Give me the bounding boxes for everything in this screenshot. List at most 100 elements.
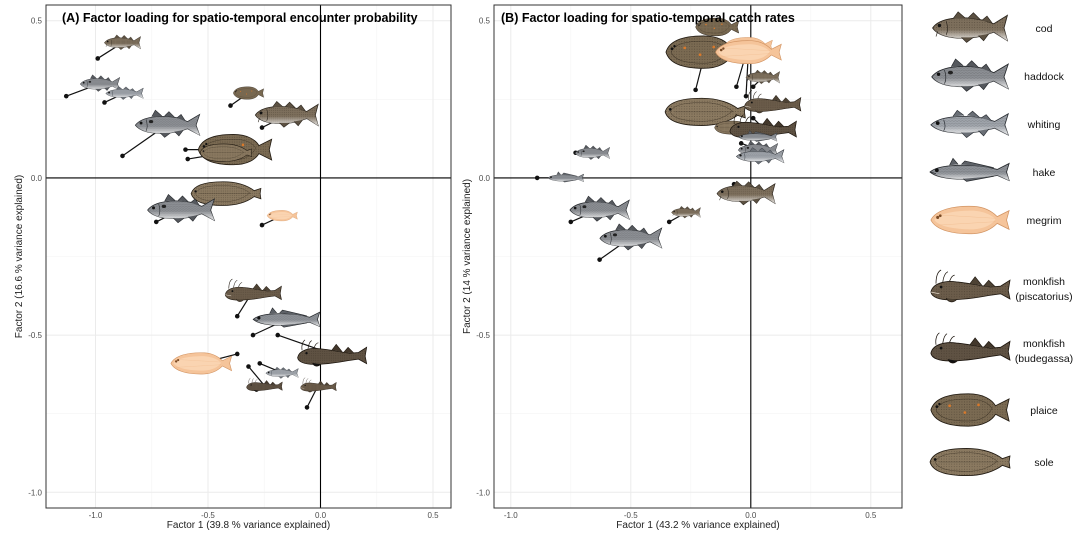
cod-marker [254, 101, 319, 128]
loading-point-monkfish_budegassa [275, 332, 281, 338]
x-tick-label: 0.0 [745, 511, 757, 520]
y-tick-label: -1.0 [476, 488, 490, 497]
legend-label: plaice [1030, 405, 1058, 417]
plaice-marker [233, 86, 264, 100]
panel-a-encounter-probability: (A) Factor loading for spatio-temporal e… [14, 4, 452, 531]
hake-marker [547, 171, 584, 183]
x-tick-label: 0.5 [427, 511, 439, 520]
plaice-icon [930, 393, 1010, 427]
monkfish_piscatorius-marker [224, 278, 282, 302]
megrim-icon [930, 205, 1010, 235]
legend-item-haddock: haddock [931, 58, 1065, 92]
loading-point-haddock [120, 153, 125, 159]
loading-point-whiting [257, 361, 263, 366]
sole-icon [929, 447, 1011, 477]
haddock-icon [931, 58, 1009, 92]
legend-label: monkfish [1023, 276, 1065, 288]
legend-item-monkfish_budegassa: monkfish (budegassa) [930, 332, 1073, 365]
panel-a-gridlines [46, 5, 451, 508]
cod-marker [716, 180, 776, 206]
x-tick-label: -0.5 [201, 511, 215, 520]
loading-point-megrim [259, 222, 265, 228]
haddock-marker [569, 195, 630, 222]
loading-point-cod [666, 219, 672, 225]
loading-points [63, 56, 310, 410]
panel-a-y-ticks: 0.5 0.0 -0.5 -1.0 [28, 17, 42, 498]
haddock-marker [134, 109, 201, 138]
loading-point-haddock [63, 93, 69, 99]
loading-point-hake [250, 332, 256, 338]
y-tick-label: 0.5 [31, 17, 43, 26]
panel-b-catch-rates: (B) Factor loading for spatio-temporal c… [462, 4, 903, 531]
legend-sublabel: (budegassa) [1015, 353, 1073, 365]
loading-point-monkfish_budegassa [750, 115, 756, 121]
loading-point-haddock [738, 141, 744, 146]
y-tick-label: 0.0 [31, 174, 43, 183]
panel-b-gridlines [494, 5, 902, 508]
panel-b-title: (B) Factor loading for spatio-temporal c… [501, 11, 795, 25]
legend-label: haddock [1024, 71, 1064, 83]
monkfish_piscatorius-marker [744, 90, 802, 114]
species-markers [547, 17, 802, 251]
loading-point-hake [534, 175, 540, 181]
monkfish_piscatorius-icon [930, 269, 1011, 303]
loading-point-monkfish_piscatorius [234, 313, 240, 319]
x-tick-label: 0.5 [865, 511, 877, 520]
species-markers [79, 34, 368, 393]
x-tick-label: -1.0 [89, 511, 103, 520]
haddock-marker [574, 144, 610, 160]
x-tick-label: -1.0 [504, 511, 518, 520]
loading-point-haddock [153, 219, 159, 225]
legend-label: megrim [1026, 215, 1061, 227]
panel-b-x-ticks: -1.0 -0.5 0.0 0.5 [504, 511, 877, 520]
legend-label: sole [1034, 457, 1053, 469]
panel-b-y-axis-title: Factor 2 (14 % variance explained) [462, 179, 473, 334]
panel-a-x-ticks: -1.0 -0.5 0.0 0.5 [89, 511, 440, 520]
legend-item-plaice: plaice [930, 393, 1058, 427]
legend-label: cod [1036, 23, 1053, 35]
loading-point-sole [185, 156, 191, 162]
monkfish_budegassa-marker [297, 339, 368, 367]
haddock-marker [599, 223, 663, 251]
panel-a-markers [63, 34, 368, 410]
legend-label: hake [1033, 167, 1056, 179]
x-tick-label: -0.5 [624, 511, 638, 520]
hake-marker [252, 307, 321, 328]
cod-icon [932, 11, 1008, 43]
legend-item-hake: hake [929, 157, 1056, 182]
panel-a-border [45, 4, 452, 509]
panel-a-y-axis-title: Factor 2 (16.6 % variance explained) [14, 175, 25, 338]
sole-marker [190, 181, 262, 206]
megrim-marker [170, 352, 232, 375]
cod-marker [671, 206, 701, 219]
monkfish_piscatorius-marker [300, 377, 337, 393]
legend-item-whiting: whiting [930, 109, 1061, 139]
legend-sublabel: (piscatorius) [1015, 291, 1072, 303]
panel-b-y-ticks: 0.5 0.0 -0.5 -1.0 [476, 17, 490, 498]
megrim-marker [266, 210, 298, 222]
whiting-icon [930, 109, 1009, 139]
whiting-marker [265, 366, 299, 379]
loading-point-haddock [568, 219, 574, 225]
panel-b-border [493, 4, 903, 509]
panel-a-title: (A) Factor loading for spatio-temporal e… [62, 11, 418, 25]
cod-marker [104, 34, 141, 50]
legend-item-megrim: megrim [930, 205, 1062, 235]
y-tick-label: -0.5 [28, 331, 42, 340]
loading-point-cod [259, 125, 265, 130]
y-tick-label: -0.5 [476, 331, 490, 340]
loading-point-cod [95, 56, 101, 61]
panel-a-x-axis-title: Factor 1 (39.8 % variance explained) [167, 520, 330, 531]
leader-line [248, 366, 265, 386]
legend-item-sole: sole [929, 447, 1054, 477]
loading-point-monkfish_budegassa [246, 364, 251, 369]
loading-point-whiting [102, 100, 107, 105]
monkfish_budegassa-icon [930, 332, 1011, 364]
y-tick-label: -1.0 [28, 488, 42, 497]
loading-point-cod [750, 84, 756, 90]
panel-b-x-axis-title: Factor 1 (43.2 % variance explained) [616, 520, 779, 531]
loading-point-haddock [597, 257, 602, 262]
hake-icon [929, 157, 1010, 182]
legend-label: whiting [1027, 119, 1061, 131]
